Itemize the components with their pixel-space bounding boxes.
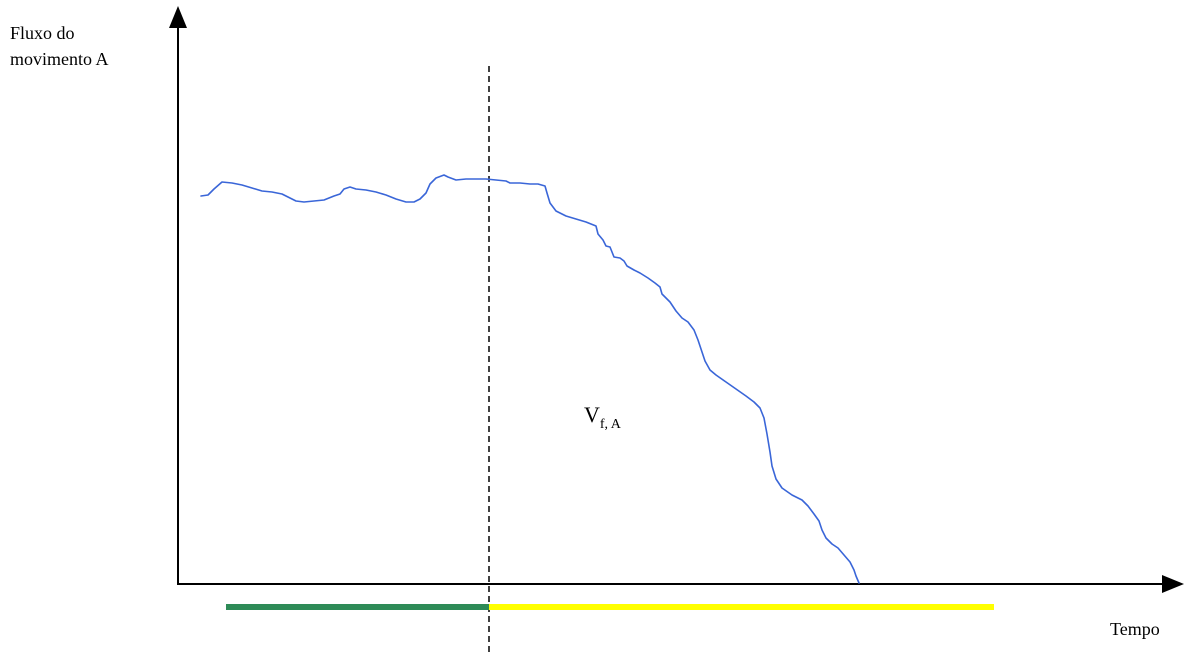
flow-curve	[200, 174, 860, 584]
area-label-subscript: f, A	[599, 417, 621, 432]
area-label-main: V	[584, 402, 600, 427]
y-axis-label-line-2: movimento A	[10, 49, 109, 69]
y-axis-label: Fluxo do movimento A	[10, 20, 109, 72]
x-axis-arrowhead	[1162, 575, 1184, 593]
y-axis-arrowhead	[169, 6, 187, 28]
area-label: Vf, A	[584, 402, 621, 432]
y-axis-label-line-1: Fluxo do	[10, 23, 75, 43]
x-axis-label: Tempo	[1110, 619, 1160, 639]
